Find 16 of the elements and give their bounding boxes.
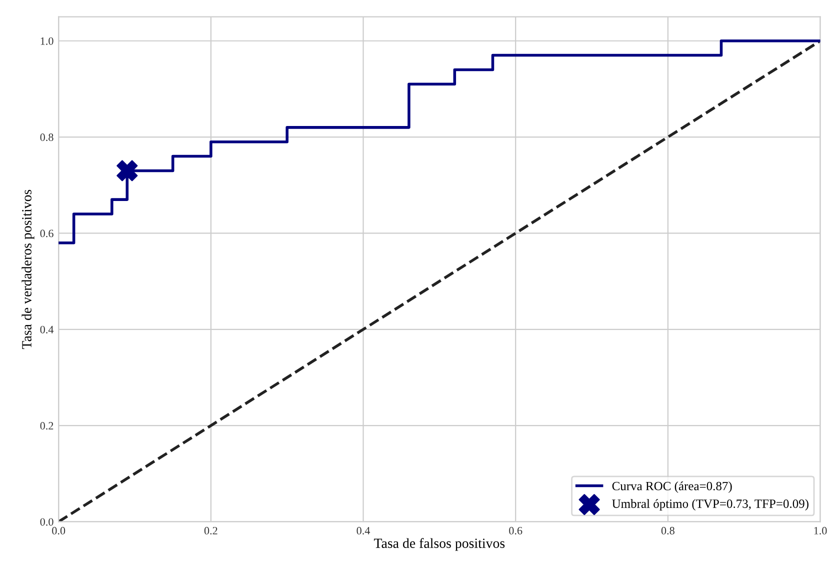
legend-label: Umbral óptimo (TVP=0.73, TFP=0.09) [612,499,808,510]
y-tick-label: 0.0 [40,518,54,526]
x-tick-label: 0.8 [661,526,674,534]
legend-label: Curva ROC (área=0.87) [612,481,732,493]
y-tick-label: 0.8 [40,134,54,142]
y-tick-label: 0.6 [40,230,54,238]
x-tick-label: 1.0 [814,526,827,534]
y-axis-title: Tasa de verdaderos positivos [22,190,34,349]
x-tick-label: 0.2 [204,526,218,534]
y-tick-label: 0.4 [40,326,54,334]
y-tick-label: 0.2 [40,422,54,430]
y-tick-label: 1.0 [40,37,54,45]
x-tick-label: 0.6 [509,526,522,534]
x-tick-label: 0.4 [356,526,370,534]
x-axis-title: Tasa de falsos positivos [374,538,505,551]
x-tick-label: 0.0 [52,526,66,534]
